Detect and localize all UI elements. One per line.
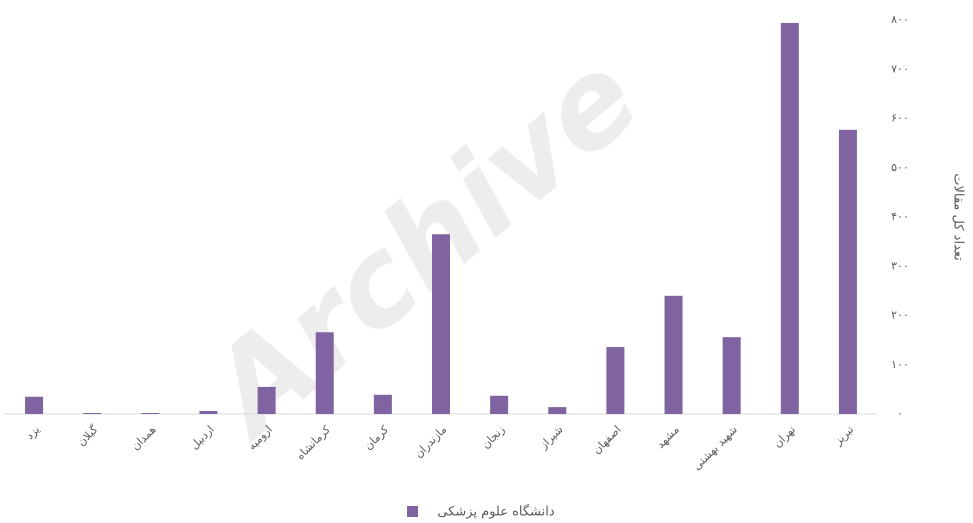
- bar: [373, 394, 392, 414]
- y-tick-label: ۶۰۰: [891, 112, 909, 125]
- bar: [199, 411, 218, 414]
- y-tick-label: ۲۰۰: [891, 309, 909, 322]
- y-tick-label: ۰: [897, 407, 903, 420]
- y-tick-label: ۱۰۰: [891, 358, 909, 371]
- legend-label: دانشگاه علوم پزشکی: [437, 504, 555, 520]
- x-tick-label: شهید بهشتی: [690, 423, 740, 473]
- watermark: Archive: [179, 27, 665, 466]
- x-tick-label: همدان: [129, 423, 159, 453]
- x-tick-label: اردبیل: [188, 423, 217, 452]
- bar: [83, 413, 102, 414]
- x-tick-label: مشهد: [654, 423, 682, 451]
- x-tick-label: تهران: [771, 423, 798, 450]
- bar: [315, 332, 334, 414]
- bar: [722, 337, 741, 414]
- bar: [838, 129, 857, 414]
- bar: [548, 407, 567, 414]
- x-tick-label: یزد: [23, 423, 42, 442]
- legend-swatch: [407, 506, 418, 517]
- x-tick-label: کرمان: [362, 423, 392, 453]
- bar: [257, 386, 276, 414]
- bar: [606, 347, 625, 414]
- y-tick-label: ۸۰۰: [891, 13, 909, 26]
- bar: [25, 396, 44, 414]
- bar: [432, 234, 450, 414]
- y-tick-label: ۵۰۰: [891, 161, 909, 174]
- bar: [141, 413, 160, 414]
- bar: [490, 395, 509, 414]
- y-tick-label: ۳۰۰: [891, 259, 909, 272]
- x-tick-label: گیلان: [75, 423, 101, 449]
- x-tick-label: شیراز: [537, 423, 566, 452]
- y-axis-title: تعداد کل مقالات: [951, 173, 966, 261]
- x-tick-label: مازندران: [412, 423, 449, 460]
- x-tick-label: اصفهان: [590, 423, 624, 457]
- y-tick-label: ۴۰۰: [891, 210, 909, 223]
- y-tick-label: ۷۰۰: [891, 62, 909, 75]
- x-tick-label: زنجان: [479, 423, 507, 451]
- x-tick-label: تبریز: [831, 423, 856, 448]
- bar: [780, 22, 799, 415]
- bar: [664, 295, 683, 414]
